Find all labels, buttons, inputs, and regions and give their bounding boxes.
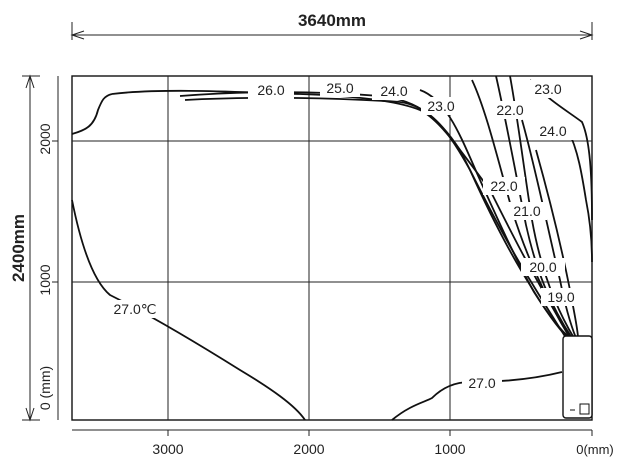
contour-25 [179,91,567,339]
contour-label-20: 20.0 [529,259,556,275]
contour-label-27-bottom: 27.0 [468,375,495,391]
contour-19 [535,149,579,339]
y-axis: 2000 1000 0 (mm) [37,76,59,420]
contour-23-right [529,79,593,221]
contour-27-bottom [391,371,563,421]
height-label: 2400mm [9,214,28,282]
height-dimension: 2400mm [9,74,40,422]
y-tick-2000: 2000 [37,123,53,154]
contour-label-21: 21.0 [513,203,540,219]
x-axis: 3000 2000 1000 0(mm) [72,429,614,457]
plot-grid [71,75,593,421]
contour-label-23: 23.0 [427,98,454,114]
x-tick-0: 0(mm) [576,442,614,457]
contour-label-22-mid: 22.0 [490,178,517,194]
indoor-unit [562,335,593,419]
contour-labels: 26.0 25.0 24.0 23.0 22.0 23.0 24.0 22.0 … [106,79,581,392]
contour-label-26: 26.0 [257,82,284,98]
x-tick-3000: 3000 [152,441,183,457]
contour-26-left-corner [71,93,113,135]
y-tick-0: 0 (mm) [37,366,53,410]
contour-label-24-right: 24.0 [539,123,566,139]
contour-27-left [71,199,306,421]
contour-label-19: 19.0 [547,289,574,305]
contour-lines [71,75,593,421]
contour-label-23-right: 23.0 [534,81,561,97]
contour-label-25: 25.0 [326,80,353,96]
width-label: 3640mm [298,11,366,30]
width-dimension: 3640mm [70,11,594,40]
contour-26 [111,89,571,337]
x-tick-1000: 1000 [434,441,465,457]
contour-label-22-top: 22.0 [496,102,523,118]
contour-label-27-left: 27.0℃ [114,301,157,317]
y-tick-1000: 1000 [37,264,53,295]
contour-23 [419,89,571,339]
contour-label-24-top: 24.0 [380,83,407,99]
x-tick-2000: 2000 [293,441,324,457]
